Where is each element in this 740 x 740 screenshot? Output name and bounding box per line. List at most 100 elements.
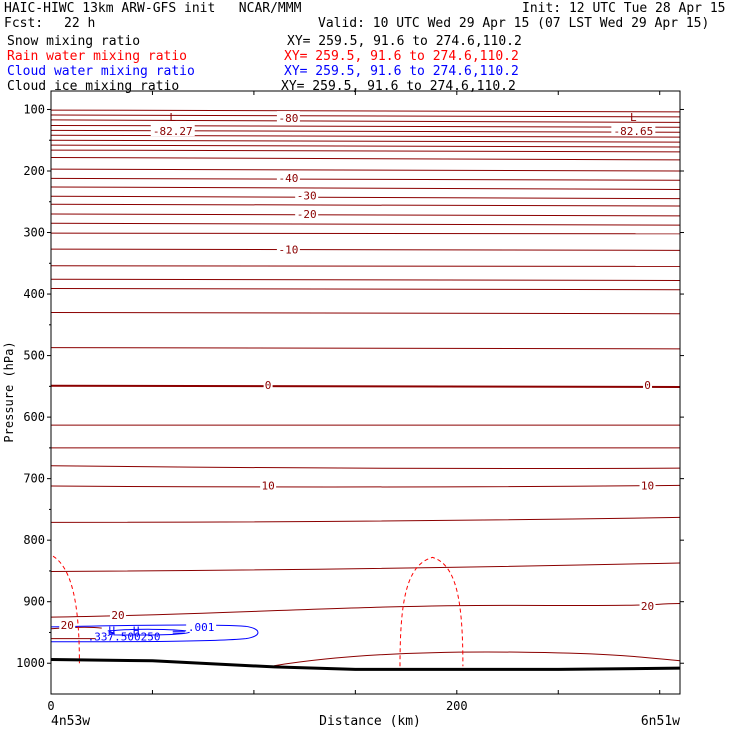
label-background: [186, 619, 217, 632]
temperature-isotherm: [50, 248, 681, 251]
contour-labels: -80-40-30-20-100 010 10202020L-82.27L-82.6…: [59, 111, 656, 644]
label-background: [295, 207, 319, 220]
y-tick-label: 800: [23, 533, 45, 547]
temperature-isotherm: [50, 312, 681, 315]
temperature-isotherm: [50, 124, 681, 128]
forecast-label: Fcst:: [4, 16, 44, 31]
extremum-value: -82.27: [153, 125, 193, 138]
temperature-isotherm: [50, 213, 681, 217]
temperature-isotherm: [50, 265, 681, 267]
cloud-water-field-xy: XY= 259.5, 91.6 to 274.6,110.2: [284, 64, 519, 79]
isotherm-label: -40: [278, 172, 298, 185]
temperature-isotherm: [50, 144, 681, 148]
valid-time: Valid: 10 UTC Wed 29 Apr 15 (07 LST Wed …: [318, 16, 710, 31]
temperature-isotherm: [50, 114, 681, 118]
y-tick-label: 400: [23, 287, 45, 301]
y-tick-label: 1000: [16, 656, 45, 670]
temperature-isotherm: [50, 203, 681, 207]
temperature-isotherm: [50, 149, 681, 153]
rain-contour: [399, 556, 464, 667]
temperature-isotherm: [50, 516, 681, 523]
temperature-isotherm: [50, 186, 681, 190]
left-endpoint-label: 4n53w: [51, 714, 90, 729]
extremum-marker: L: [169, 111, 176, 124]
label-background: [276, 111, 300, 124]
temperature-isotherm: [50, 119, 681, 123]
temperature-isotherm: [50, 156, 681, 161]
temperature-isotherm: [50, 484, 681, 488]
temperature-isotherm: [50, 177, 681, 181]
terrain-line: [50, 658, 681, 671]
cloud-water-contour: [107, 630, 116, 637]
terrain-surface: [50, 658, 681, 671]
temperature-isotherm: [50, 562, 681, 573]
label-background: [109, 608, 126, 621]
isotherm-label: -10: [278, 244, 298, 257]
rain-field-label: Rain water mixing ratio: [7, 49, 188, 64]
isotherm-label: 20: [111, 609, 124, 622]
cloud-water-contour: [50, 624, 259, 643]
isotherm-label: -80: [278, 112, 298, 125]
cloud-water-max-values: .337.500250: [88, 631, 161, 644]
temperature-isotherm: [50, 134, 681, 138]
temperature-isotherm: [50, 139, 681, 143]
rain-water-contours: [52, 555, 464, 667]
temperature-isotherm: [50, 626, 102, 630]
y-tick-label: 100: [23, 102, 45, 116]
cloud-water-max-marker: H: [109, 625, 116, 638]
forecast-hour: 22 h: [64, 16, 96, 31]
label-background: [639, 599, 656, 612]
temperature-isotherm: [50, 222, 681, 226]
snow-field-xy: XY= 259.5, 91.6 to 274.6,110.2: [287, 34, 522, 49]
isotherm-label: 10: [261, 479, 274, 492]
right-endpoint-label: 6n51w: [641, 714, 680, 729]
y-axis-label: Pressure (hPa): [2, 341, 16, 442]
temperature-isotherm: [50, 347, 681, 350]
cloud-water-field-label: Cloud water mixing ratio: [7, 64, 195, 79]
y-tick-label: 900: [23, 595, 45, 609]
temperature-isotherm: [50, 278, 681, 282]
label-background: [276, 242, 300, 255]
label-background: [150, 124, 195, 137]
y-tick-label: 200: [23, 164, 45, 178]
label-background: [260, 478, 277, 491]
label-background: [643, 378, 653, 391]
temperature-isotherm: [50, 109, 681, 113]
cloud-water-contour-label: .001: [188, 621, 215, 634]
isotherm-label: -20: [297, 208, 317, 221]
extremum-marker: L: [630, 111, 637, 124]
rain-field-xy: XY= 259.5, 91.6 to 274.6,110.2: [284, 49, 519, 64]
temperature-isotherm: [50, 195, 681, 200]
y-tick-label: 300: [23, 226, 45, 240]
temperature-isotherm: [50, 232, 681, 235]
cloud-water-max-marker: H: [133, 625, 140, 638]
temperature-contours: [50, 109, 681, 667]
x-axis-label: Distance (km): [319, 714, 421, 729]
label-background: [59, 618, 76, 631]
label-background: [263, 378, 273, 391]
init-time: Init: 12 UTC Tue 28 Apr 15: [522, 1, 726, 16]
y-tick-label: 600: [23, 410, 45, 424]
cloud-water-contour: [172, 630, 185, 634]
temperature-isotherm: [50, 603, 681, 618]
cloud-ice-field-xy: XY= 259.5, 91.6 to 274.6,110.2: [281, 79, 516, 94]
temperature-isotherm: [50, 288, 681, 291]
extremum-value: -82.65: [613, 125, 653, 138]
label-background: [295, 188, 319, 201]
isotherm-label: 20: [641, 600, 654, 613]
temperature-isotherm: [50, 129, 681, 133]
isotherm-label: 0: [644, 379, 651, 392]
isotherm-label: 20: [61, 619, 74, 632]
isotherm-label: 0: [265, 379, 272, 392]
x-tick-label: 200: [446, 699, 468, 713]
temperature-isotherm: [50, 465, 681, 469]
y-tick-label: 700: [23, 472, 45, 486]
model-title: HAIC-HIWC 13km ARW-GFS init NCAR/MMM: [4, 1, 302, 16]
label-background: [639, 478, 656, 491]
cloud-ice-field-label: Cloud ice mixing ratio: [7, 79, 180, 94]
temperature-isotherm: [50, 384, 681, 388]
label-background: [611, 124, 656, 137]
